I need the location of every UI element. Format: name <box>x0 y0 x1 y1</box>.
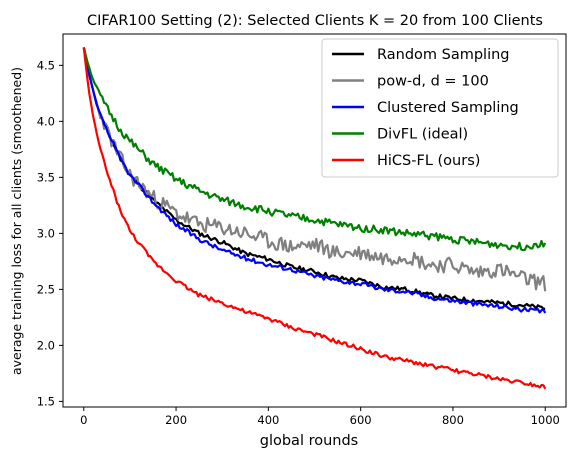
series-line <box>82 47 547 252</box>
plot-area <box>62 33 567 408</box>
axes-frame <box>62 33 567 408</box>
x-axis: 0 200 400 600 800 1000 <box>80 407 560 427</box>
legend: Random Sampling pow-d, d = 100 Clustered S… <box>321 38 559 178</box>
legend-label: Random Sampling <box>377 47 510 63</box>
y-tick-label: 2.0 <box>37 338 55 352</box>
y-axis-label: average training loss for all clients (s… <box>9 67 24 375</box>
x-tick-label: 200 <box>165 413 187 427</box>
legend-label: Clustered Sampling <box>377 100 519 116</box>
x-tick-label: 800 <box>442 413 464 427</box>
series-line <box>82 47 547 314</box>
series-layer <box>82 47 547 390</box>
legend-label: HiCS-FL (ours) <box>377 153 480 169</box>
x-tick-label: 1000 <box>531 413 560 427</box>
x-tick-label: 600 <box>350 413 372 427</box>
x-tick-label: 0 <box>80 413 87 427</box>
chart-title: CIFAR100 Setting (2): Selected Clients K… <box>87 13 543 29</box>
y-tick-label: 2.5 <box>37 282 55 296</box>
x-tick-label: 400 <box>257 413 279 427</box>
y-tick-label: 3.0 <box>37 226 55 240</box>
y-tick-label: 1.5 <box>37 394 55 408</box>
legend-box <box>321 38 559 178</box>
y-axis: 1.5 2.0 2.5 3.0 3.5 4.0 4.5 <box>37 58 63 408</box>
y-tick-label: 4.5 <box>37 58 55 72</box>
y-tick-label: 4.0 <box>37 114 55 128</box>
legend-label: DivFL (ideal) <box>377 127 468 143</box>
legend-label: pow-d, d = 100 <box>377 74 489 90</box>
y-tick-label: 3.5 <box>37 170 55 184</box>
series-line <box>82 47 547 390</box>
x-axis-label: global rounds <box>260 433 358 449</box>
